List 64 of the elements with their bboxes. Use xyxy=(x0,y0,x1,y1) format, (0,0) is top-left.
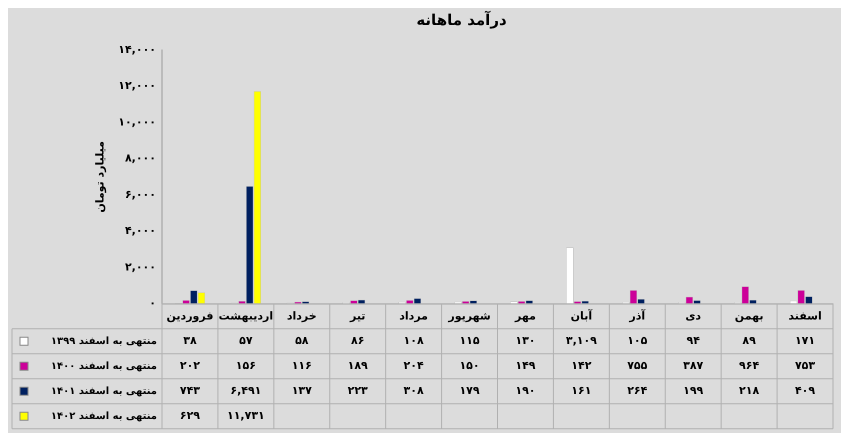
data-label: ۱۵۶ xyxy=(236,359,256,372)
data-label: ۱۴۹ xyxy=(515,359,536,372)
x-tick-label: اسفند xyxy=(788,309,822,322)
data-label: ۱۷۹ xyxy=(459,384,480,398)
legend-label: منتهی به اسفند ۱۴۰۲ xyxy=(50,410,157,422)
y-tick-label: ۱۴,۰۰۰ xyxy=(118,42,156,56)
data-label: ۷۵۵ xyxy=(627,359,648,372)
data-label: ۱۱۵ xyxy=(459,334,480,348)
data-label: ۱۶۱ xyxy=(571,384,592,398)
data-label: ۱۸۹ xyxy=(348,359,368,372)
y-tick-label: ۴,۰۰۰ xyxy=(124,224,156,238)
data-label: ۲۰۴ xyxy=(404,359,424,372)
data-label: ۱۰۵ xyxy=(627,334,648,348)
data-label: ۳۰۸ xyxy=(404,384,424,398)
y-tick-label: ۶,۰۰۰ xyxy=(124,188,156,201)
data-label: ۹۶۴ xyxy=(739,359,760,372)
x-tick-label: تیر xyxy=(348,309,366,322)
data-label: ۵۸ xyxy=(295,334,309,348)
data-label: ۷۴۳ xyxy=(180,384,200,398)
x-tick-label: مرداد xyxy=(399,309,428,322)
data-label: ۱۹۹ xyxy=(683,384,704,398)
legend-label: منتهی به اسفند ۱۳۹۹ xyxy=(50,336,157,347)
data-label: ۲۰۲ xyxy=(180,359,200,372)
y-axis-title: میلیارد تومان xyxy=(93,141,106,213)
x-tick-label: شهریور xyxy=(447,309,491,322)
data-label: ۳,۱۰۹ xyxy=(566,334,598,348)
data-label: ۲۲۳ xyxy=(348,384,368,398)
legend-label: منتهی به اسفند ۱۴۰۱ xyxy=(50,386,157,397)
y-tick-label: ۰ xyxy=(149,296,156,310)
y-tick-label: ۱۲,۰۰۰ xyxy=(118,79,156,92)
data-label: ۱۳۰ xyxy=(515,334,536,348)
data-label: ۱۱,۷۳۱ xyxy=(227,409,265,422)
data-label: ۸۹ xyxy=(742,334,756,348)
x-tick-label: مهر xyxy=(514,309,536,322)
x-tick-label: فروردین xyxy=(166,309,214,322)
data-label: ۱۱۶ xyxy=(292,359,312,372)
data-label: ۱۷۱ xyxy=(794,334,816,348)
y-tick-label: ۲,۰۰۰ xyxy=(124,260,156,274)
x-tick-label: آذر xyxy=(628,308,646,322)
data-label: ۱۴۲ xyxy=(571,359,592,372)
data-label: ۸۶ xyxy=(350,334,364,348)
data-label: ۱۳۷ xyxy=(292,384,312,398)
data-label: ۲۶۴ xyxy=(627,384,648,398)
chart-title: درآمد ماهانه xyxy=(416,10,507,29)
data-label: ۲۱۸ xyxy=(739,384,760,398)
y-tick-label: ۱۰,۰۰۰ xyxy=(118,115,156,128)
data-label: ۵۷ xyxy=(239,334,253,348)
y-tick-label: ۸,۰۰۰ xyxy=(124,152,156,165)
data-label: ۷۵۳ xyxy=(794,359,816,372)
x-tick-label: اردیبهشت xyxy=(218,309,274,322)
data-label: ۶,۴۹۱ xyxy=(230,384,262,398)
x-tick-label: آبان xyxy=(570,308,592,322)
data-label: ۱۰۸ xyxy=(404,334,424,348)
data-label: ۶۲۹ xyxy=(180,409,200,422)
x-tick-label: بهمن xyxy=(734,309,764,322)
data-label: ۹۴ xyxy=(686,334,700,348)
data-label: ۳۸ xyxy=(183,334,197,348)
data-label: ۱۹۰ xyxy=(515,384,536,398)
data-label: ۱۵۰ xyxy=(459,359,480,372)
x-tick-label: دی xyxy=(685,309,702,322)
data-label: ۳۸۷ xyxy=(683,359,704,372)
x-tick-label: خرداد xyxy=(286,309,317,322)
data-label: ۴۰۹ xyxy=(794,384,816,398)
legend-label: منتهی به اسفند ۱۴۰۰ xyxy=(50,360,157,372)
